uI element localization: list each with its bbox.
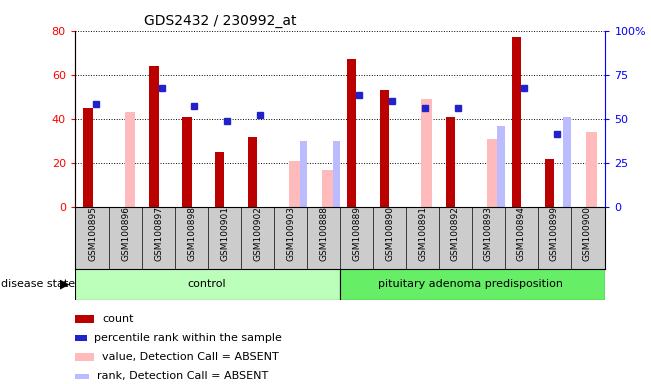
Text: pituitary adenoma predisposition: pituitary adenoma predisposition: [378, 279, 563, 289]
Bar: [299, 141, 307, 207]
Bar: [149, 66, 159, 207]
Bar: [75, 269, 340, 300]
Bar: [586, 132, 596, 207]
Text: count: count: [102, 314, 133, 324]
Bar: [182, 117, 191, 207]
Bar: [380, 90, 389, 207]
Bar: [563, 117, 570, 207]
Bar: [290, 161, 300, 207]
Bar: [124, 113, 135, 207]
Bar: [322, 170, 333, 207]
Bar: [497, 126, 505, 207]
Bar: [421, 99, 432, 207]
Text: percentile rank within the sample: percentile rank within the sample: [94, 333, 283, 343]
Bar: [333, 141, 340, 207]
Bar: [487, 139, 497, 207]
Bar: [248, 137, 257, 207]
Text: control: control: [187, 279, 226, 289]
Text: disease state: disease state: [1, 279, 76, 289]
Text: rank, Detection Call = ABSENT: rank, Detection Call = ABSENT: [97, 371, 268, 381]
Bar: [340, 269, 605, 300]
Text: ▶: ▶: [60, 278, 70, 291]
Bar: [446, 117, 455, 207]
Text: value, Detection Call = ABSENT: value, Detection Call = ABSENT: [102, 352, 279, 362]
Text: GDS2432 / 230992_at: GDS2432 / 230992_at: [144, 14, 296, 28]
Bar: [83, 108, 92, 207]
Bar: [545, 159, 554, 207]
Bar: [215, 152, 225, 207]
Bar: [512, 37, 521, 207]
Bar: [347, 60, 356, 207]
